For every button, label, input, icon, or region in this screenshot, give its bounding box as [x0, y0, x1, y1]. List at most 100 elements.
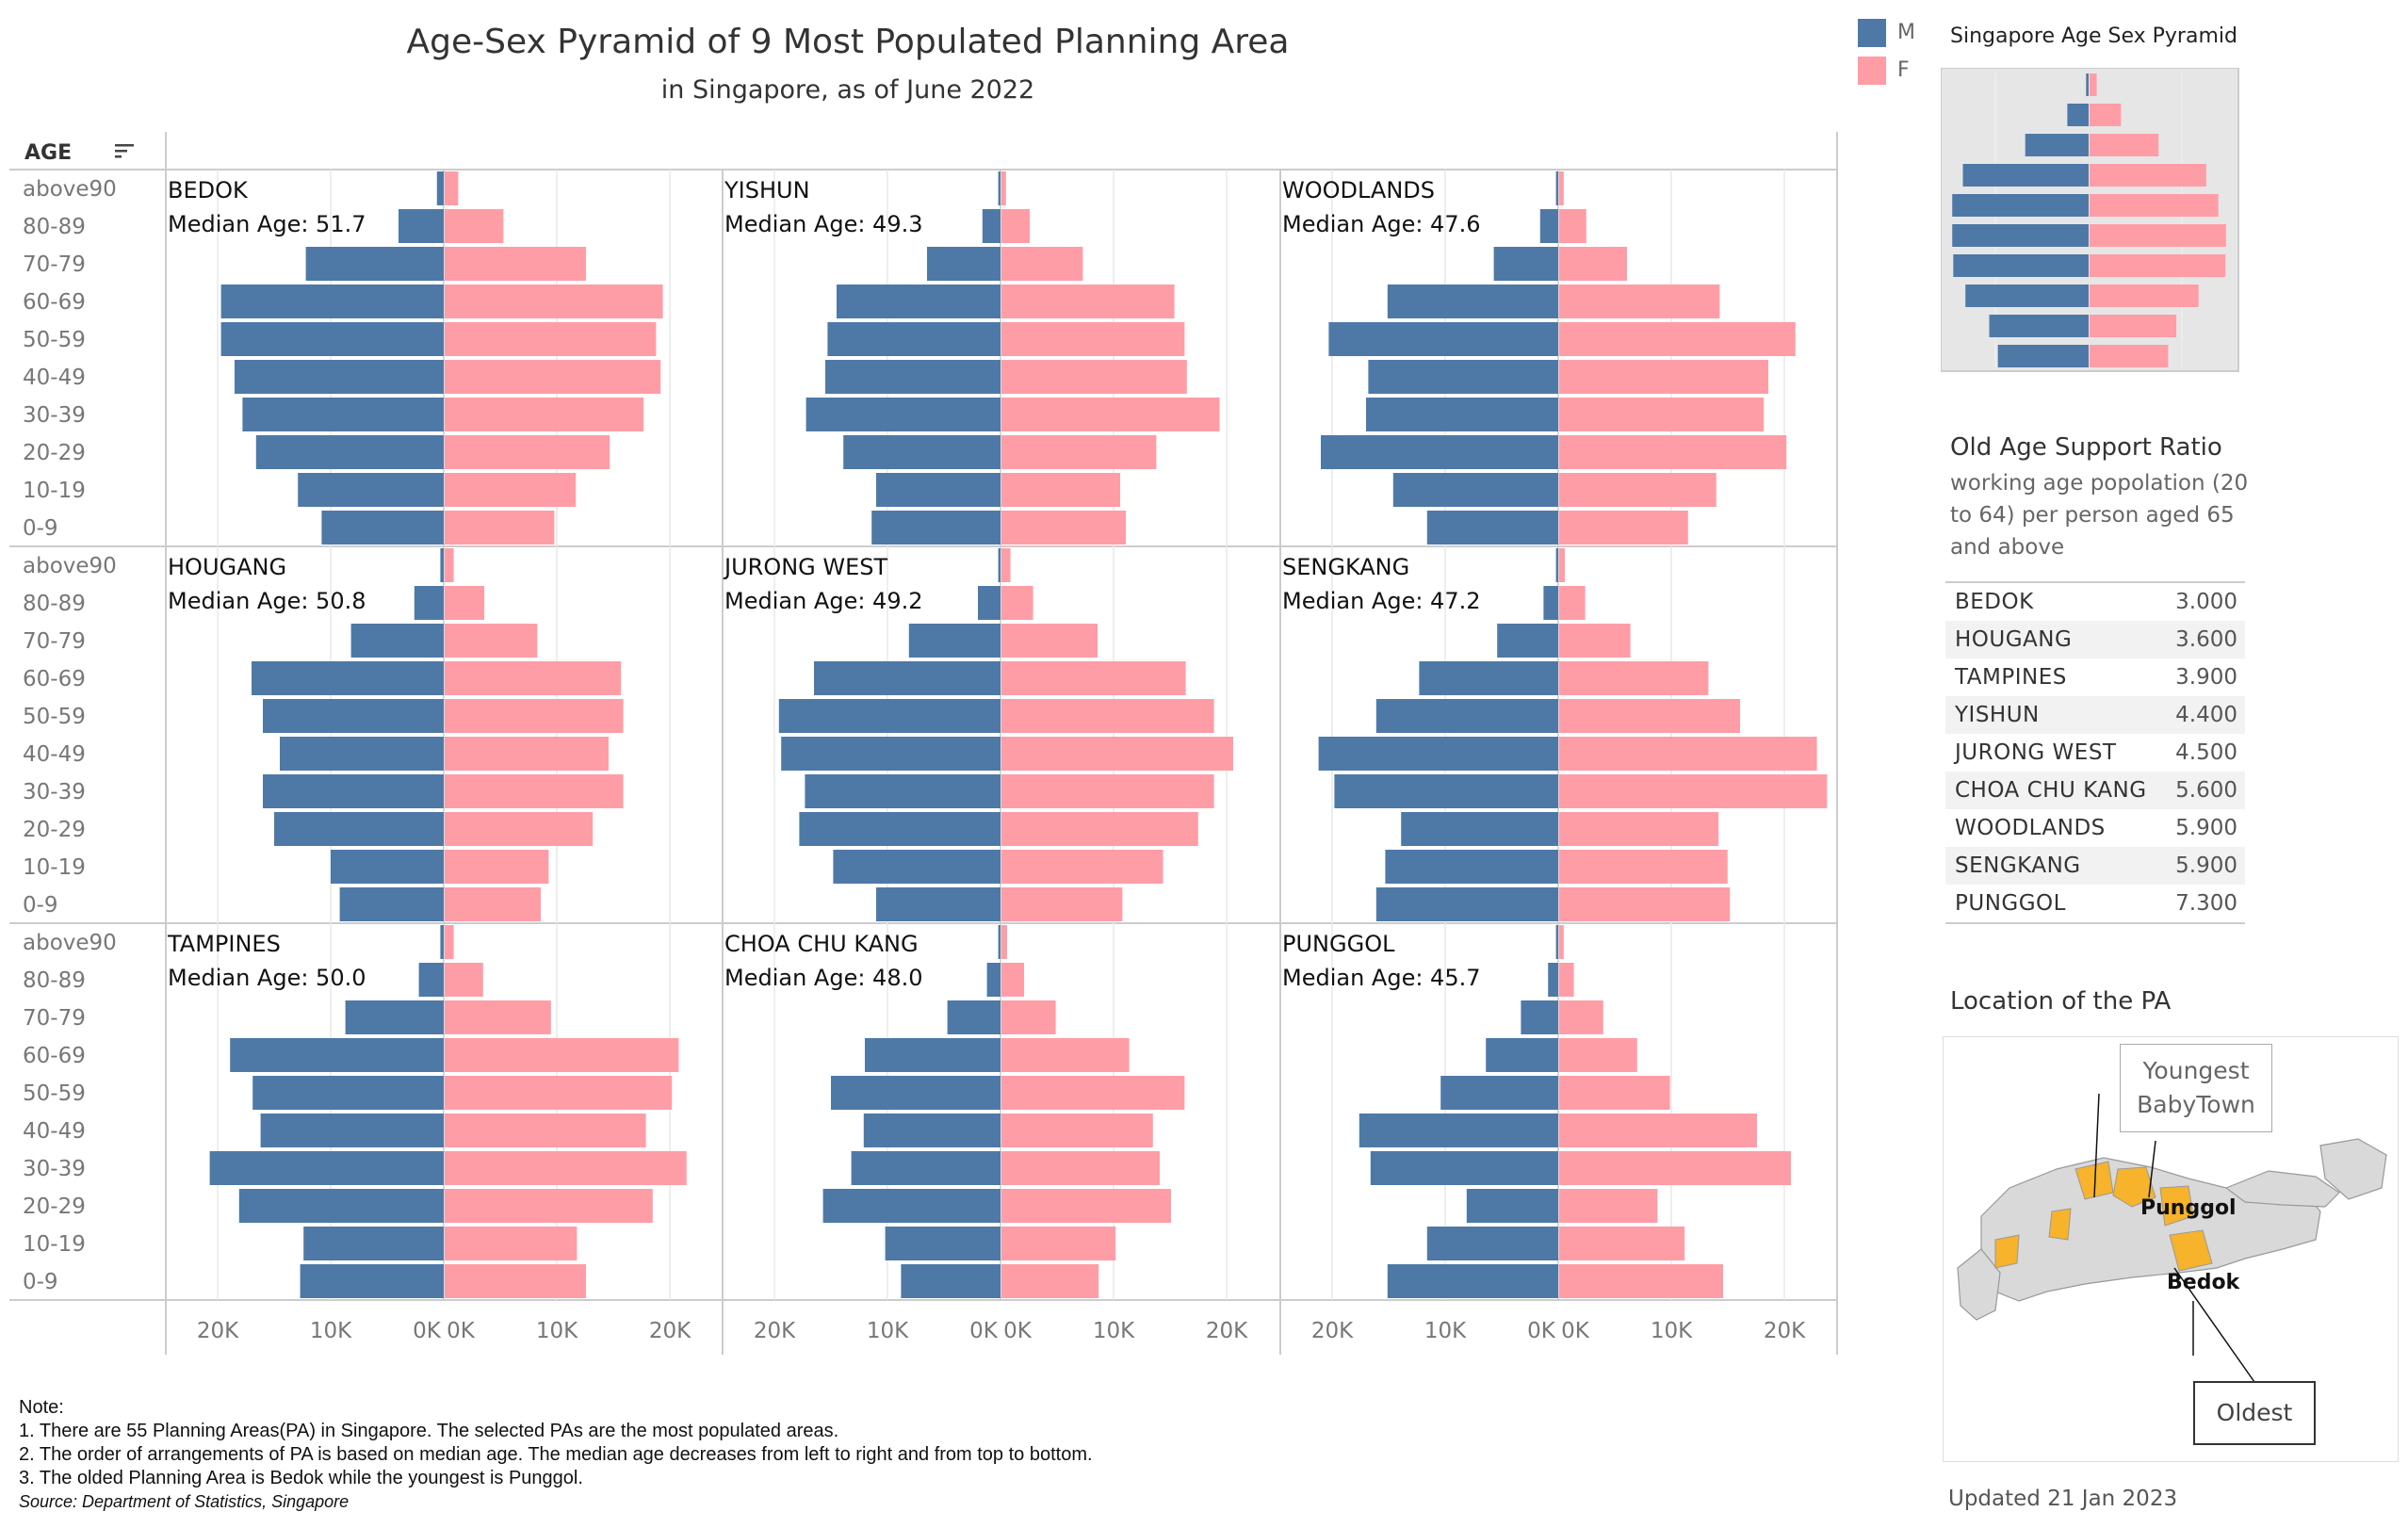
ratio-row[interactable]: TAMPINES 3.900 — [1945, 658, 2245, 696]
male-bar — [436, 171, 444, 205]
male-bar — [274, 812, 444, 846]
male-bar — [300, 1264, 444, 1298]
x-tick-label: 10K — [867, 1319, 909, 1343]
x-tick-label: 10K — [1093, 1319, 1135, 1343]
male-bar — [350, 624, 444, 658]
female-bar — [1559, 1113, 1757, 1147]
male-bar — [778, 699, 1001, 733]
age-label: 60-69 — [23, 290, 86, 315]
female-bar — [1001, 284, 1175, 318]
male-bar — [1318, 737, 1558, 771]
age-label: 0-9 — [23, 893, 58, 918]
male-bar — [238, 1189, 444, 1223]
male-bar — [220, 284, 444, 318]
female-bar — [1001, 1113, 1153, 1147]
female-bar — [445, 1189, 653, 1223]
male-bar — [255, 435, 444, 469]
female-bar — [445, 1227, 578, 1260]
x-tick-label: 20K — [1206, 1319, 1248, 1343]
female-bar — [1001, 586, 1033, 620]
ratio-row[interactable]: YISHUN 4.400 — [1945, 696, 2245, 734]
age-label: 20-29 — [23, 441, 86, 465]
ratio-row[interactable]: WOODLANDS 5.900 — [1945, 809, 2245, 847]
oldest-callout: Oldest — [2193, 1381, 2316, 1445]
female-bar — [1559, 1038, 1637, 1072]
female-bar — [1559, 247, 1627, 281]
male-bar — [986, 963, 1001, 997]
legend-female-label[interactable]: F — [1897, 58, 1910, 82]
male-bar — [876, 473, 1001, 507]
ratio-row[interactable]: HOUGANG 3.600 — [1945, 621, 2245, 658]
male-bar — [220, 322, 444, 356]
ratio-row[interactable]: JURONG WEST 4.500 — [1945, 734, 2245, 772]
legend-male-swatch[interactable] — [1858, 19, 1886, 47]
male-bar — [209, 1151, 444, 1185]
female-bar — [1001, 398, 1220, 431]
map-highlight-punggol — [2159, 1185, 2194, 1227]
male-bar — [947, 1000, 1001, 1034]
female-bar — [445, 398, 644, 431]
female-bar — [1001, 661, 1186, 695]
male-bar — [871, 511, 1001, 545]
mini-male-bar — [2086, 73, 2089, 96]
sort-icon[interactable] — [113, 139, 136, 162]
legend-female-swatch[interactable] — [1858, 57, 1886, 85]
male-bar — [1370, 1151, 1558, 1185]
female-bar — [1559, 661, 1709, 695]
panel-area-name: HOUGANG — [168, 554, 286, 580]
legend-male-label[interactable]: M — [1897, 21, 1915, 44]
male-bar — [440, 548, 444, 582]
female-bar — [1001, 209, 1030, 243]
singapore-pyramid-chart — [1941, 68, 2239, 372]
pyramid-panel-hougang: HOUGANG Median Age: 50.8 — [168, 546, 671, 923]
female-bar — [445, 963, 483, 997]
male-bar — [321, 511, 444, 545]
ratio-value: 4.500 — [2175, 740, 2237, 765]
female-bar — [1559, 171, 1564, 205]
male-bar — [1334, 774, 1558, 808]
male-bar — [927, 247, 1001, 281]
ratio-row[interactable]: SENGKANG 5.900 — [1945, 847, 2245, 885]
male-bar — [908, 624, 1001, 658]
x-tick-label: 10K — [1651, 1319, 1693, 1343]
ratio-area-name: BEDOK — [1955, 590, 2034, 614]
male-bar — [822, 1189, 1001, 1223]
age-label: 40-49 — [23, 1119, 86, 1144]
ratio-row[interactable]: BEDOK 3.000 — [1945, 582, 2245, 621]
panel-area-name: CHOA CHU KANG — [724, 931, 919, 957]
female-bar — [445, 1264, 586, 1298]
female-bar — [445, 360, 661, 394]
pyramid-panel-tampines: TAMPINES Median Age: 50.0 — [167, 923, 687, 1300]
notes-source: Source: Department of Statistics, Singap… — [19, 1492, 350, 1511]
male-bar — [843, 435, 1001, 469]
map-label-bedok: Bedok — [2167, 1271, 2240, 1294]
mini-female-bar — [2090, 134, 2159, 156]
ratio-row[interactable]: PUNGGOL 7.300 — [1945, 885, 2245, 923]
female-bar — [1001, 1151, 1160, 1185]
panel-median-age: Median Age: 48.0 — [724, 965, 923, 991]
male-bar — [280, 737, 444, 771]
mini-male-bar — [2067, 104, 2089, 126]
female-bar — [1559, 812, 1719, 846]
pyramid-panel-yishun: YISHUN Median Age: 49.3 — [724, 170, 1228, 546]
female-bar — [1001, 1038, 1130, 1072]
mini-female-bar — [2090, 284, 2199, 307]
male-bar — [982, 209, 1001, 243]
age-label: 50-59 — [23, 1081, 86, 1106]
female-bar — [1559, 360, 1768, 394]
ratio-area-name: YISHUN — [1945, 696, 2169, 734]
panel-median-age: Median Age: 50.0 — [168, 965, 366, 991]
male-bar — [1440, 1076, 1558, 1110]
age-label: 30-39 — [23, 403, 86, 428]
male-bar — [1328, 322, 1558, 356]
ratio-row[interactable]: CHOA CHU KANG 5.600 — [1945, 772, 2245, 809]
female-bar — [1559, 925, 1564, 959]
ratio-value: 5.600 — [2168, 772, 2245, 809]
male-bar — [1543, 586, 1558, 620]
male-bar — [1555, 171, 1558, 205]
female-bar — [1559, 473, 1717, 507]
female-bar — [445, 925, 454, 959]
x-tick-label: 10K — [310, 1319, 352, 1343]
male-bar — [263, 699, 444, 733]
notes-line-1: 1. There are 55 Planning Areas(PA) in Si… — [19, 1421, 839, 1441]
